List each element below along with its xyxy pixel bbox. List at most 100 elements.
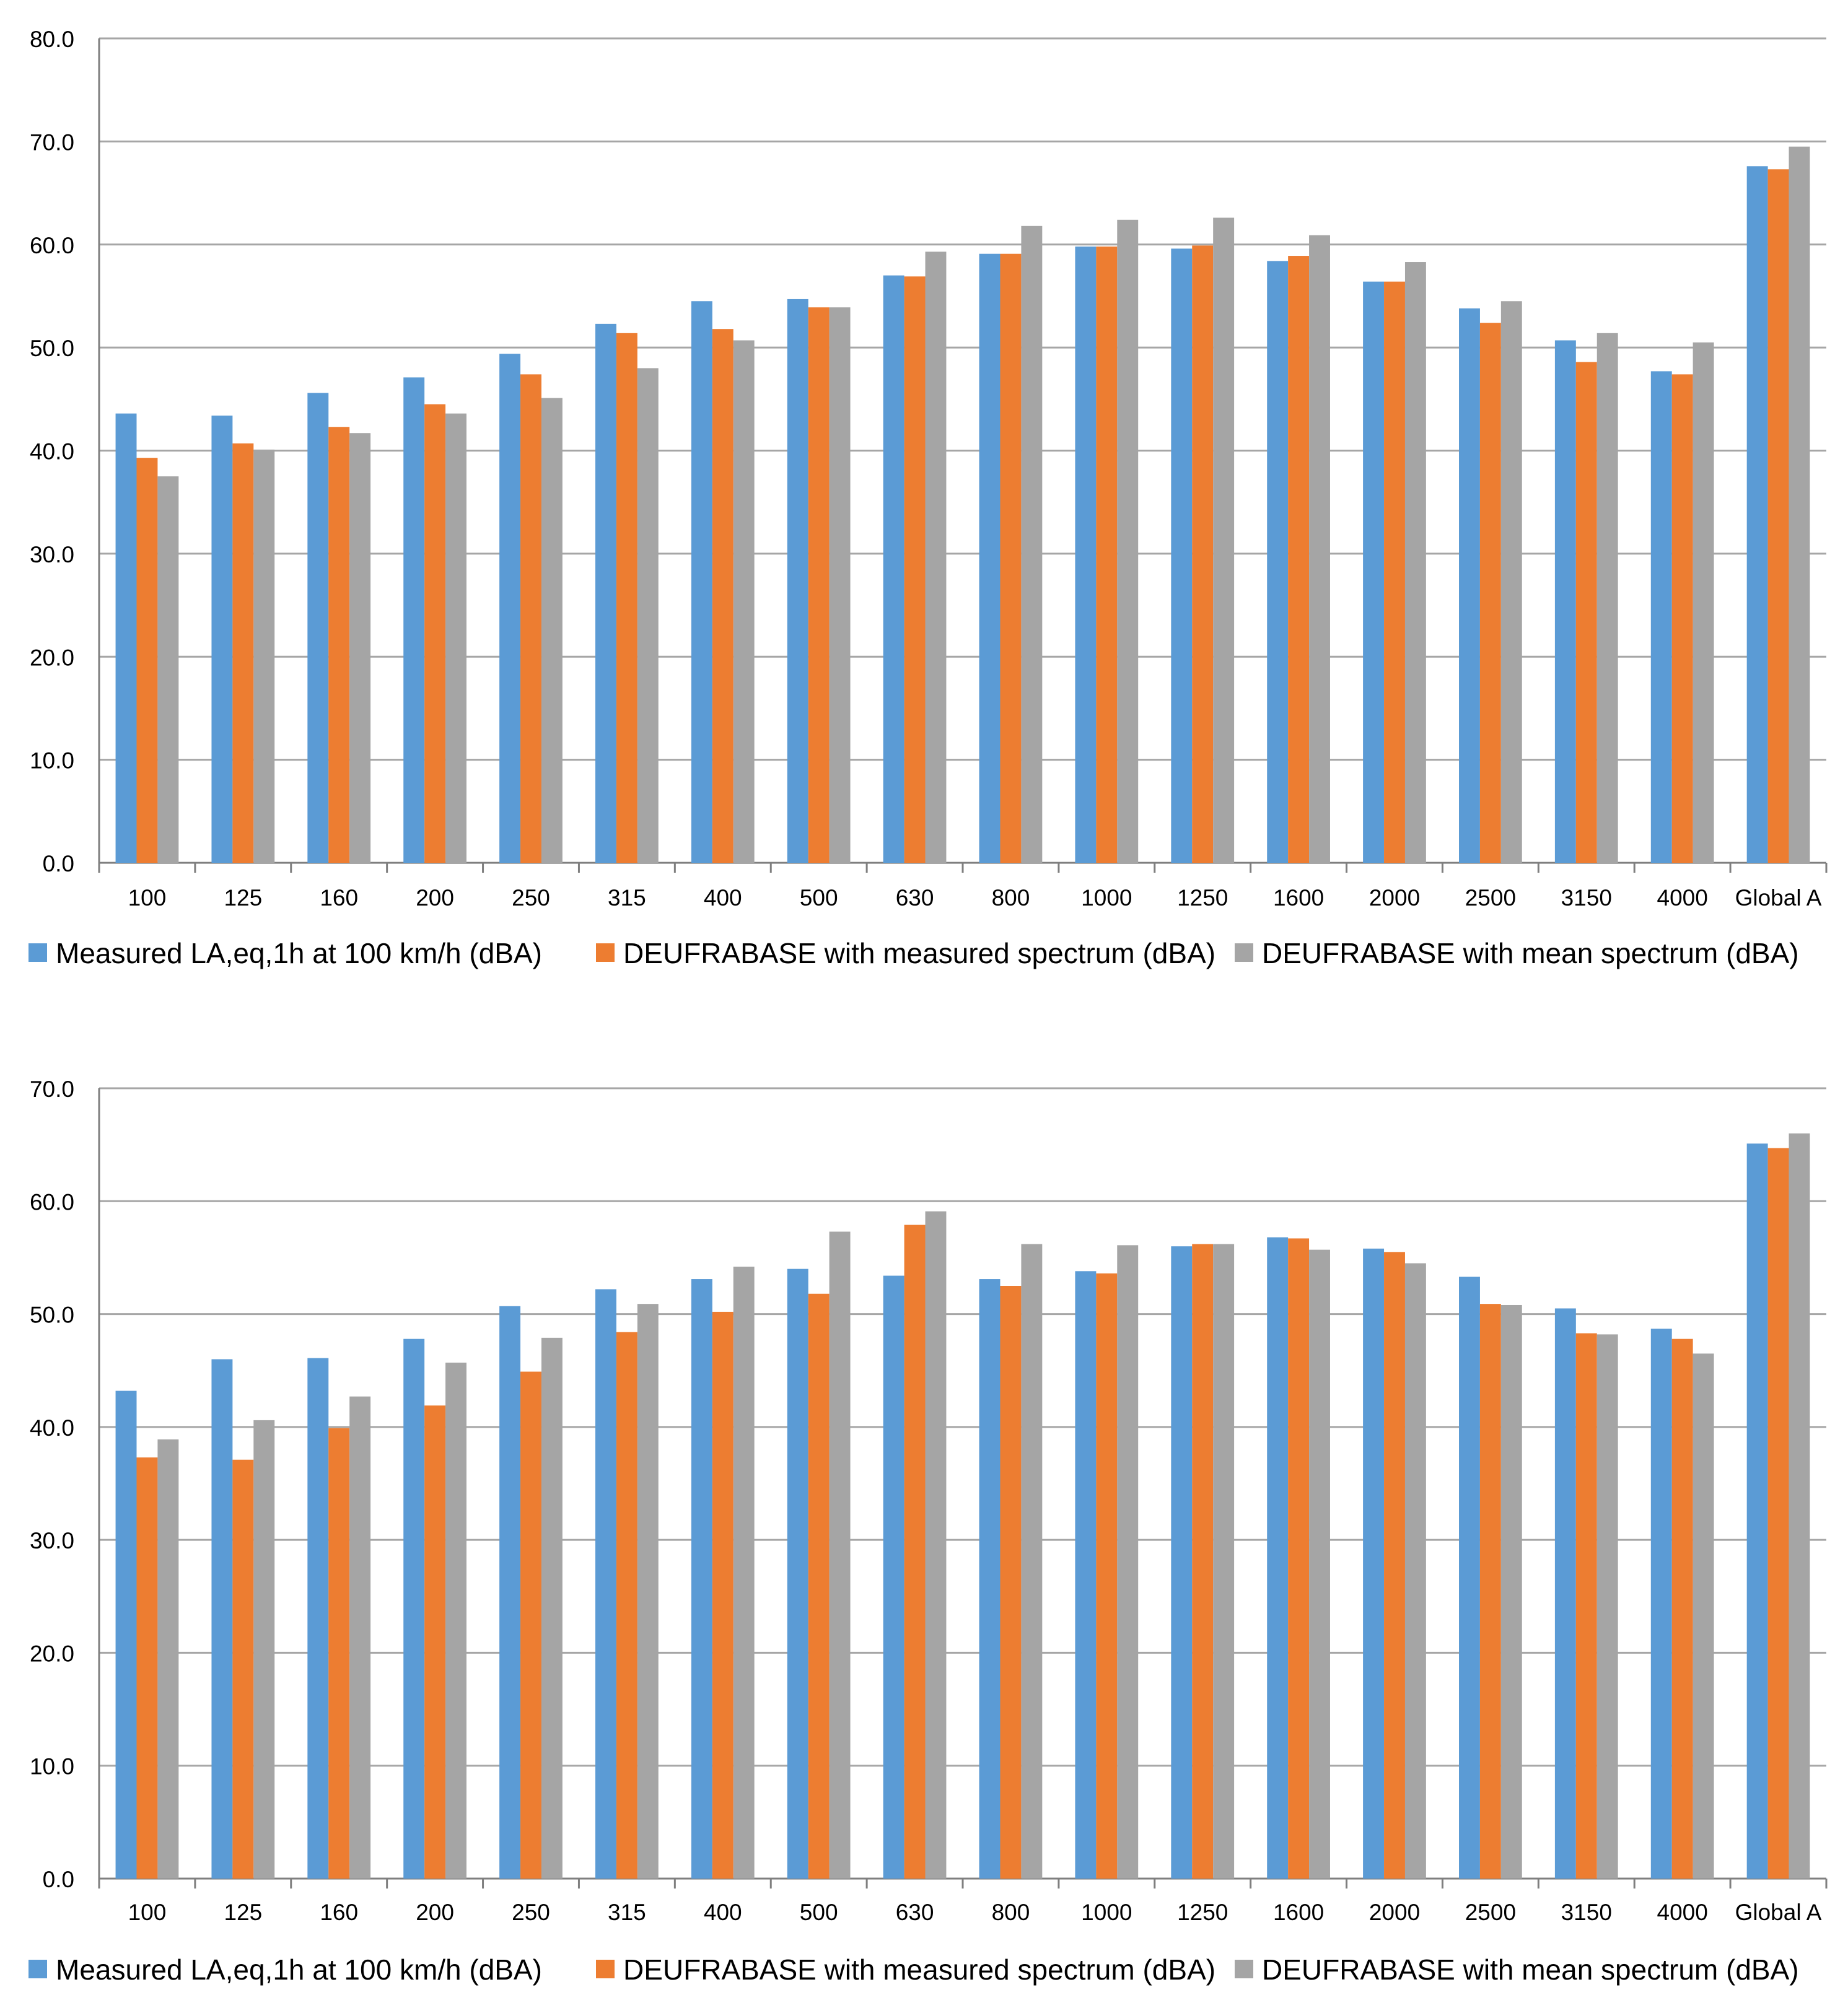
bar-series-1 xyxy=(1075,1271,1097,1879)
x-tick-label: Global A xyxy=(1735,885,1822,910)
x-tick-label: 630 xyxy=(896,885,934,910)
bar-series-1 xyxy=(307,1358,329,1879)
bar-series-1 xyxy=(979,1279,1001,1879)
x-tick-label: 400 xyxy=(704,885,742,910)
bar-series-1 xyxy=(691,1279,712,1879)
y-tick-label: 70.0 xyxy=(30,129,74,155)
bar-series-2 xyxy=(1192,1244,1214,1879)
bar-series-1 xyxy=(1363,281,1385,863)
x-tick-label: 200 xyxy=(416,1900,454,1925)
bar-series-3 xyxy=(733,1267,755,1879)
bar-series-1 xyxy=(595,323,616,863)
x-tick-label: 3150 xyxy=(1561,1900,1612,1925)
chart-bottom: 0.0 10.0 20.0 30.0 40.0 50.0 60.0 70.0 100 125 160… xyxy=(28,1076,1828,1986)
bar-series-1 xyxy=(1363,1248,1385,1879)
bar-series-2 xyxy=(328,427,350,863)
bar-series-2 xyxy=(520,374,541,863)
bar-series-3 xyxy=(1596,1334,1618,1879)
bar-series-3 xyxy=(1309,1249,1330,1879)
bar-series-2 xyxy=(1096,1273,1118,1879)
y-tick-label: 50.0 xyxy=(30,1303,74,1328)
bar-series-1 xyxy=(115,1391,137,1879)
chart-top: 0.0 10.0 20.0 30.0 40.0 50.0 60.0 70.0 80.0 100 12… xyxy=(28,27,1828,969)
bar-series-1 xyxy=(979,253,1001,863)
x-tick-label: 3150 xyxy=(1561,885,1612,910)
x-tick-label: 800 xyxy=(992,885,1030,910)
bar-series-3 xyxy=(1693,1353,1714,1879)
y-tick-label: 50.0 xyxy=(30,336,74,361)
y-tick-label: 20.0 xyxy=(30,645,74,670)
y-tick-label: 60.0 xyxy=(30,233,74,258)
x-tick-label: 400 xyxy=(704,1900,742,1925)
bar-series-1 xyxy=(403,377,425,863)
bar-series-2 xyxy=(232,1459,254,1879)
legend-swatch xyxy=(28,1960,47,1978)
bar-series-2 xyxy=(232,443,254,863)
bar-series-1 xyxy=(1267,1237,1289,1879)
x-tick-label: 4000 xyxy=(1657,1900,1708,1925)
x-tick-label: 2500 xyxy=(1465,885,1516,910)
bar-series-2 xyxy=(1767,1148,1789,1879)
legend-swatch xyxy=(1235,1960,1253,1978)
bar-series-2 xyxy=(1384,281,1405,863)
bar-series-2 xyxy=(1000,253,1022,863)
x-tick-label: 100 xyxy=(128,885,167,910)
bar-series-2 xyxy=(808,1293,830,1879)
bar-series-1 xyxy=(1554,1308,1576,1879)
x-tick-label: 200 xyxy=(416,885,454,910)
bar-series-3 xyxy=(1117,1245,1139,1879)
bar-series-3 xyxy=(1309,235,1330,863)
bar-series-1 xyxy=(307,393,329,863)
y-tick-label: 60.0 xyxy=(30,1189,74,1215)
bar-series-1 xyxy=(115,413,137,863)
bar-series-1 xyxy=(1746,166,1768,863)
bar-series-1 xyxy=(1459,1277,1480,1879)
legend-label: DEUFRABASE with measured spectrum (dBA) xyxy=(623,937,1215,969)
bar-series-3 xyxy=(253,449,275,863)
bar-series-3 xyxy=(829,307,851,863)
x-tick-label: 500 xyxy=(800,885,838,910)
bar-series-3 xyxy=(1021,1244,1043,1879)
bar-series-1 xyxy=(787,299,808,863)
bar-series-3 xyxy=(1596,333,1618,863)
y-tick-label: 0.0 xyxy=(43,851,74,876)
x-tick-label: 250 xyxy=(512,1900,550,1925)
bar-series-3 xyxy=(925,251,947,863)
bar-series-2 xyxy=(520,1371,541,1879)
bar-series-3 xyxy=(157,476,179,863)
bar-series-1 xyxy=(1554,340,1576,863)
bar-series-1 xyxy=(787,1268,808,1879)
bar-series-3 xyxy=(253,1420,275,1879)
x-tick-label: 100 xyxy=(128,1900,167,1925)
legend-swatch xyxy=(28,943,47,962)
legend-label: DEUFRABASE with measured spectrum (dBA) xyxy=(623,1954,1215,1986)
bar-series-3 xyxy=(541,1337,563,1879)
legend-swatch xyxy=(1235,943,1253,962)
bar-series-3 xyxy=(637,368,659,863)
bar-series-3 xyxy=(445,413,466,863)
bar-series-1 xyxy=(1171,248,1193,863)
bar-series-2 xyxy=(424,404,446,863)
x-tick-label: 1000 xyxy=(1081,885,1132,910)
bar-series-3 xyxy=(1789,146,1810,863)
bar-series-1 xyxy=(1746,1143,1768,1879)
bar-series-1 xyxy=(211,415,233,863)
bar-series-1 xyxy=(691,301,712,863)
bar-series-1 xyxy=(1459,308,1480,863)
bar-series-1 xyxy=(1171,1246,1193,1879)
bar-series-2 xyxy=(712,329,734,863)
bar-series-1 xyxy=(883,1275,904,1879)
y-tick-label: 40.0 xyxy=(30,439,74,465)
bar-series-2 xyxy=(808,307,830,863)
bar-series-1 xyxy=(1267,261,1289,863)
bar-series-3 xyxy=(733,340,755,863)
bar-series-3 xyxy=(349,433,371,863)
bar-series-1 xyxy=(1650,1329,1672,1879)
bar-series-2 xyxy=(328,1428,350,1879)
x-tick-label: 500 xyxy=(800,1900,838,1925)
bar-series-3 xyxy=(829,1231,851,1879)
bar-series-2 xyxy=(1288,256,1310,863)
bar-series-2 xyxy=(136,458,158,863)
y-tick-label: 30.0 xyxy=(30,542,74,567)
bar-series-3 xyxy=(1213,1244,1235,1879)
